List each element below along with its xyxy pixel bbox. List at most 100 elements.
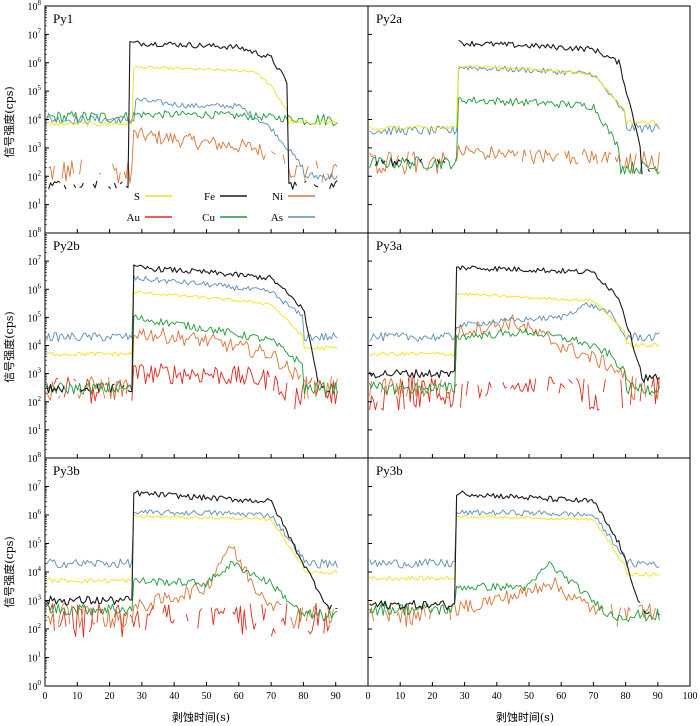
series-line-ni	[369, 144, 660, 175]
panel-2: Py2a	[367, 5, 691, 234]
panel-title: Py2a	[376, 11, 402, 26]
series-line-au	[47, 603, 338, 637]
y-tick-label: 108	[28, 0, 42, 13]
x-tick-label: 60	[556, 691, 566, 702]
panel-series	[46, 490, 338, 638]
panel-series	[369, 265, 660, 411]
y-tick-label: 103	[28, 141, 42, 155]
y-tick-label: 105	[28, 310, 42, 324]
y-tick-label: 105	[28, 84, 42, 98]
panel-frame	[44, 232, 369, 459]
series-line-fe	[374, 40, 651, 175]
y-tick-label: 102	[28, 395, 42, 409]
y-tick-label: 108	[28, 226, 42, 240]
x-tick-label: 60	[234, 691, 244, 702]
legend-label-ni: Ni	[272, 191, 283, 203]
x-tick-label: 10	[72, 691, 82, 702]
series-line-cu	[369, 561, 660, 622]
x-tick-label: 10	[395, 691, 405, 702]
panel-3: Py2b 101 102 103 104 105 106 107 108	[28, 226, 369, 459]
y-tick-label: 104	[28, 113, 42, 127]
panel-series	[46, 40, 338, 190]
series-line-ni	[47, 546, 338, 627]
series-line-fe	[369, 265, 660, 383]
panel-6: Py3b 0 10 20 30 40 50 60 70 80 90 100	[366, 457, 698, 702]
panel-series	[46, 265, 338, 410]
series-line-fe	[369, 490, 660, 616]
series-line-as	[369, 65, 660, 136]
x-tick-label: 90	[331, 691, 341, 702]
x-tick-label: 0	[43, 691, 48, 702]
series-line-s	[46, 65, 338, 127]
series-line-s	[46, 291, 338, 357]
y-tick-label: 101	[28, 198, 42, 212]
series-line-fe	[46, 490, 338, 610]
y-tick-label: 106	[28, 508, 42, 522]
series-line-as	[369, 301, 660, 342]
series-line-s	[46, 514, 338, 584]
series-line-as	[46, 509, 338, 569]
series-line-as	[369, 509, 660, 569]
x-tick-label: 100	[683, 691, 698, 702]
series-line-cu	[46, 560, 338, 622]
series-line-s	[369, 65, 660, 131]
legend-label-cu: Cu	[202, 212, 215, 224]
panel-title: Py3a	[376, 238, 402, 253]
legend-label-s: S	[134, 191, 140, 203]
x-tick-label: 70	[588, 691, 598, 702]
x-tick-label: 40	[492, 691, 502, 702]
y-tick-label: 107	[28, 480, 42, 494]
panel-frame	[367, 232, 691, 459]
legend-label-au: Au	[127, 212, 141, 224]
series-line-au	[53, 363, 338, 410]
series-line-s	[369, 515, 660, 582]
series-line-fe	[48, 40, 338, 190]
x-tick-label: 90	[653, 691, 663, 702]
y-tick-label: 103	[28, 367, 42, 381]
x-axis-label-left: 剥蚀时间(s)	[172, 710, 230, 724]
y-tick-label: 105	[28, 537, 42, 551]
panel-title: Py3b	[376, 463, 403, 478]
series-line-ni	[369, 314, 660, 401]
panels-layer: Py1 101 102 103 104 105 106 107 108 S Fe Ni Au Cu As Py…	[28, 0, 698, 702]
x-tick-label: 80	[621, 691, 631, 702]
y-tick-label: 101	[28, 423, 42, 437]
panel-frame	[44, 457, 369, 687]
panel-frame	[367, 457, 691, 687]
y-axis-label-middle: 信号强度(cps)	[2, 311, 16, 382]
panel-1: Py1 101 102 103 104 105 106 107 108 S Fe Ni Au Cu As	[28, 0, 369, 234]
series-line-as	[46, 97, 338, 182]
x-tick-label: 0	[366, 691, 371, 702]
x-tick-label: 50	[202, 691, 212, 702]
series-line-cu	[46, 314, 338, 396]
series-line-cu	[369, 328, 660, 396]
legend-label-fe: Fe	[204, 191, 215, 203]
x-tick-label: 30	[460, 691, 470, 702]
x-tick-label: 40	[169, 691, 179, 702]
series-line-as	[46, 275, 338, 342]
x-tick-label: 50	[524, 691, 534, 702]
series-line-cu	[46, 110, 338, 127]
panel-title: Py1	[53, 11, 73, 26]
legend: S Fe Ni Au Cu As	[127, 191, 315, 224]
y-tick-label: 108	[28, 451, 42, 465]
legend-label-as: As	[271, 212, 283, 224]
y-tick-label: 107	[28, 254, 42, 268]
panel-series	[369, 490, 660, 627]
series-line-au	[369, 376, 660, 411]
y-axis-label-bottom: 信号强度(cps)	[2, 536, 16, 607]
y-axis-label-top: 信号强度(cps)	[2, 86, 16, 157]
panel-series	[369, 40, 660, 175]
panel-title: Py3b	[53, 463, 80, 478]
panel-4: Py3a	[367, 232, 691, 459]
y-tick-label: 106	[28, 282, 42, 296]
x-axis-label-right: 剥蚀时间(s)	[496, 710, 554, 724]
panel-frame	[367, 5, 691, 234]
y-tick-label: 102	[28, 169, 42, 183]
y-tick-label: 102	[28, 622, 42, 636]
series-line-ni	[46, 327, 338, 401]
y-tick-label: 106	[28, 56, 42, 70]
x-tick-label: 30	[137, 691, 147, 702]
x-tick-label: 20	[105, 691, 115, 702]
